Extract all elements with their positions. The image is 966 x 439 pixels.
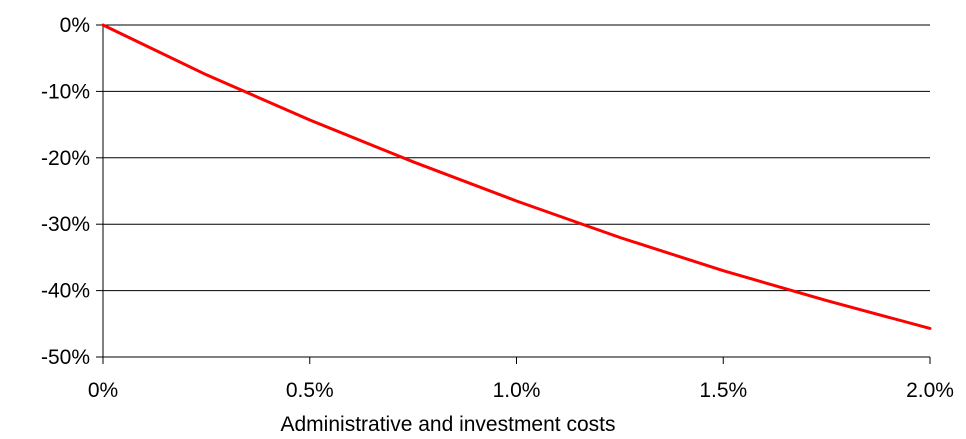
gridlines [103, 24, 930, 292]
x-tick-label: 1.0% [493, 379, 541, 402]
x-tick-label: 0% [88, 379, 118, 402]
y-tick-label: -40% [41, 280, 90, 303]
x-tick-label: 1.5% [699, 379, 747, 402]
series-layer [101, 23, 932, 330]
axes [96, 24, 931, 364]
y-tick-labels: 0% -10% -20% -30% -40% -50% [41, 14, 90, 369]
x-tick-label: 2.0% [906, 379, 954, 402]
y-tick-label: -20% [41, 147, 90, 170]
y-tick-label: -50% [41, 346, 90, 369]
y-tick-label: -10% [41, 80, 90, 103]
x-axis-title: Administrative and investment costs [281, 413, 616, 436]
series-line [101, 23, 932, 330]
x-tick-label: 0.5% [286, 379, 334, 402]
y-tick-label: -30% [41, 213, 90, 236]
x-tick-labels: 0% 0.5% 1.0% 1.5% 2.0% [88, 379, 954, 402]
y-tick-label: 0% [60, 14, 90, 37]
